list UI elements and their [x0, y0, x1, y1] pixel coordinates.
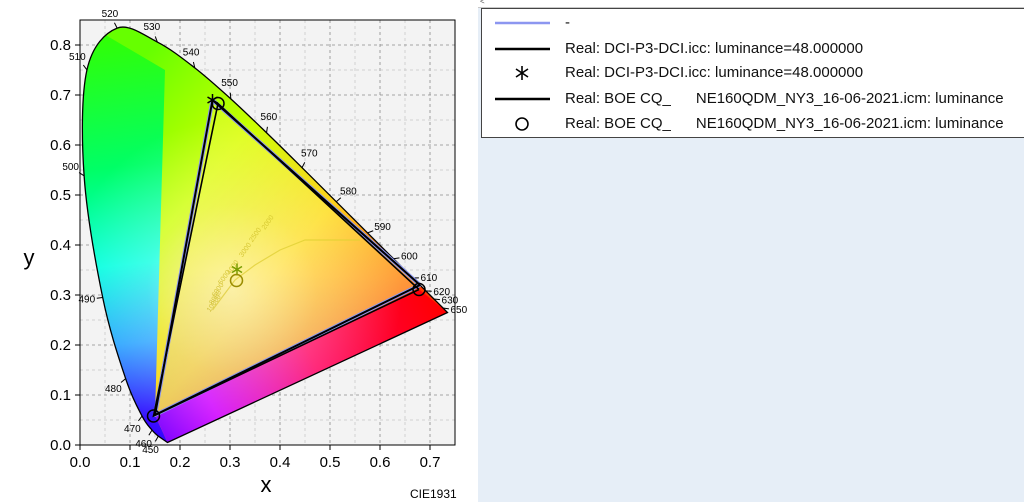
wavelength-label: 590: [374, 222, 391, 233]
legend-label: Real: DCI-P3-DCI.icc: luminance=48.00000…: [565, 40, 864, 57]
wavelength-label: 650: [450, 305, 467, 316]
wavelength-tick: [266, 126, 268, 133]
legend-asterisk-icon: [515, 66, 529, 80]
legend-circle-icon: [515, 117, 529, 131]
legend-line-icon: [495, 21, 550, 25]
scroll-left-icon[interactable]: <: [480, 0, 485, 6]
series-layer: [146, 94, 426, 423]
wavelength-tick: [192, 61, 196, 68]
boe-point-marker: [146, 409, 161, 423]
y-tick-label: 0.5: [50, 187, 71, 204]
wavelength-label: 610: [421, 273, 438, 284]
legend-entry-3: Real: DCI-P3-DCI.icc: luminance=48.00000…: [482, 61, 1024, 85]
wavelength-label: 520: [102, 9, 119, 20]
wavelength-label: 570: [301, 148, 318, 159]
wavelength-tick: [154, 36, 158, 43]
boe-point-marker: [211, 96, 225, 111]
wavelength-tick: [154, 435, 159, 442]
wavelength-label: 630: [442, 296, 459, 307]
legend-pane: < - Real: DCI-P3-DCI.icc: luminance=48.0…: [478, 0, 1024, 502]
boe-point-marker: [412, 282, 426, 297]
legend: - Real: DCI-P3-DCI.icc: luminance=48.000…: [481, 8, 1024, 138]
x-tick-label: 0.7: [420, 454, 441, 471]
y-tick-label: 0.1: [50, 387, 71, 404]
chromaticity-plot: 10000 8000 6000 5000 4000 3000 2500 2000 450 460…: [0, 0, 478, 502]
wavelength-tick: [138, 415, 143, 422]
wavelength-tick: [82, 64, 88, 71]
legend-label: Real: BOE CQ_ NE160QDM_NY3_16-06-2021.ic…: [565, 90, 1004, 107]
wavelength-tick: [433, 298, 440, 301]
wavelength-tick: [393, 257, 400, 260]
wavelength-tick: [148, 429, 153, 436]
wavelength-tick: [301, 162, 306, 168]
x-tick-label: 0.5: [320, 454, 341, 471]
series-dci-p3-gamut: [153, 98, 421, 417]
wavelength-tick: [367, 230, 374, 234]
x-tick-label: 0.3: [220, 454, 241, 471]
legend-line-icon: [495, 47, 550, 51]
wavelength-tick: [96, 297, 103, 299]
x-axis-label: x: [261, 472, 272, 497]
dci-white-point: [231, 263, 243, 276]
cie-footer-label: CIE1931: [410, 487, 457, 501]
x-tick-label: 0.1: [120, 454, 141, 471]
y-axis-label: y: [24, 245, 35, 270]
y-tick-label: 0.3: [50, 287, 71, 304]
series-boe-gamut: [152, 101, 420, 418]
wavelength-label: 510: [69, 52, 86, 63]
x-tick-label: 0.6: [370, 454, 391, 471]
wavelength-label: 460: [135, 439, 152, 450]
legend-line-icon: [495, 97, 550, 101]
wavelength-label: 580: [340, 186, 357, 197]
plot-frame: [79, 19, 456, 446]
y-tick-label: 0.2: [50, 337, 71, 354]
wavelength-label: 620: [433, 287, 450, 298]
wavelength-tick: [335, 197, 342, 203]
wavelength-tick: [113, 22, 118, 29]
legend-entry-5: Real: BOE CQ_ NE160QDM_NY3_16-06-2021.ic…: [482, 112, 1024, 136]
y-tick-label: 0.0: [50, 437, 71, 454]
legend-entry-4: Real: BOE CQ_ NE160QDM_NY3_16-06-2021.ic…: [482, 87, 1024, 111]
wavelength-label: 540: [183, 47, 200, 58]
wavelength-label: 600: [401, 251, 418, 262]
legend-label: -: [565, 14, 570, 31]
wavelength-label: 560: [261, 112, 278, 123]
wavelength-label: 530: [143, 22, 160, 33]
wavelength-tick: [442, 307, 450, 310]
x-tick-label: 0.0: [70, 454, 91, 471]
legend-entry-1: -: [482, 11, 1024, 35]
y-tick-label: 0.8: [50, 37, 71, 54]
wavelength-label: 450: [142, 445, 159, 456]
wavelength-label: 470: [124, 424, 141, 435]
wavelength-label: 480: [105, 384, 122, 395]
wavelength-label: 550: [221, 78, 238, 89]
wavelength-tick: [120, 378, 126, 383]
legend-label: Real: DCI-P3-DCI.icc: luminance=48.00000…: [565, 64, 864, 81]
legend-scrollbar[interactable]: <: [478, 0, 1024, 8]
boe-point-marker: [229, 273, 244, 288]
x-tick-label: 0.2: [170, 454, 191, 471]
wavelength-label: 490: [78, 294, 95, 305]
legend-label: Real: BOE CQ_ NE160QDM_NY3_16-06-2021.ic…: [565, 115, 1004, 132]
y-tick-label: 0.7: [50, 87, 71, 104]
legend-entry-2: Real: DCI-P3-DCI.icc: luminance=48.00000…: [482, 37, 1024, 61]
y-tick-label: 0.4: [50, 237, 71, 254]
wavelength-label: 500: [62, 162, 79, 173]
axis-layer: 0.0 0.1 0.2 0.3 0.4 0.5 0.6 0.7 0.0 0.1 0.2 0.3 0.4 0…: [50, 37, 440, 471]
y-tick-label: 0.6: [50, 137, 71, 154]
x-tick-label: 0.4: [270, 454, 291, 471]
